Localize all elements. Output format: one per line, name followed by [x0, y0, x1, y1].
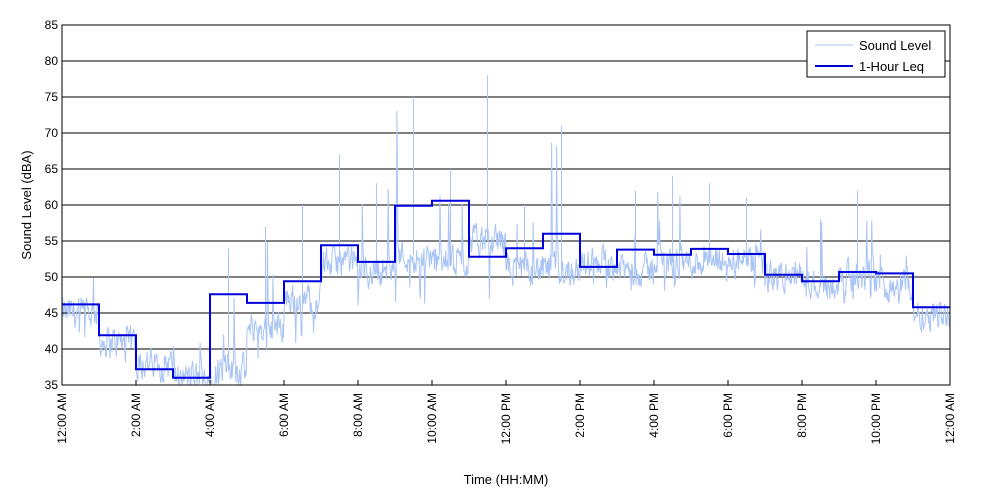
x-tick-label: 2:00 PM	[573, 393, 587, 438]
y-tick-label: 65	[45, 162, 59, 176]
x-tick-label: 12:00 PM	[499, 393, 513, 444]
legend-label-leq: 1-Hour Leq	[859, 59, 924, 74]
y-tick-label: 45	[45, 306, 59, 320]
x-tick-label: 8:00 PM	[795, 393, 809, 438]
legend-box	[806, 30, 946, 78]
x-tick-label: 4:00 PM	[647, 393, 661, 438]
y-tick-label: 50	[45, 270, 59, 284]
x-tick-label: 10:00 AM	[425, 393, 439, 444]
y-tick-label: 60	[45, 198, 59, 212]
sound-level-series	[61, 75, 951, 387]
x-tick-label: 4:00 AM	[203, 393, 217, 437]
y-tick-label: 35	[45, 378, 59, 392]
x-axis-ticks: 12:00 AM 2:00 AM 4:00 AM 6:00 AM 8:00 AM 10:0…	[55, 380, 957, 444]
x-tick-label: 6:00 PM	[721, 393, 735, 438]
legend-label-sound-level: Sound Level	[859, 38, 931, 53]
y-tick-label: 80	[45, 54, 59, 68]
y-axis-label: Sound Level (dBA)	[19, 150, 34, 259]
y-tick-label: 40	[45, 342, 59, 356]
y-tick-label: 55	[45, 234, 59, 248]
leq-series	[62, 199, 950, 379]
x-tick-label: 8:00 AM	[351, 393, 365, 437]
grid-lines	[62, 60, 950, 350]
x-tick-label: 12:00 AM	[55, 393, 69, 444]
y-axis-ticks: 35 40 45 50 55 60 65 70 75 80 85	[45, 18, 67, 392]
legend: Sound Level 1-Hour Leq	[806, 30, 946, 78]
y-tick-label: 75	[45, 90, 59, 104]
x-tick-label: 10:00 PM	[869, 393, 883, 444]
x-axis-label: Time (HH:MM)	[464, 472, 549, 487]
leq-step-line	[62, 199, 950, 379]
y-tick-label: 85	[45, 18, 59, 32]
y-tick-label: 70	[45, 126, 59, 140]
x-tick-label: 6:00 AM	[277, 393, 291, 437]
x-tick-label: 12:00 AM	[943, 393, 957, 444]
x-tick-label: 2:00 AM	[129, 393, 143, 437]
